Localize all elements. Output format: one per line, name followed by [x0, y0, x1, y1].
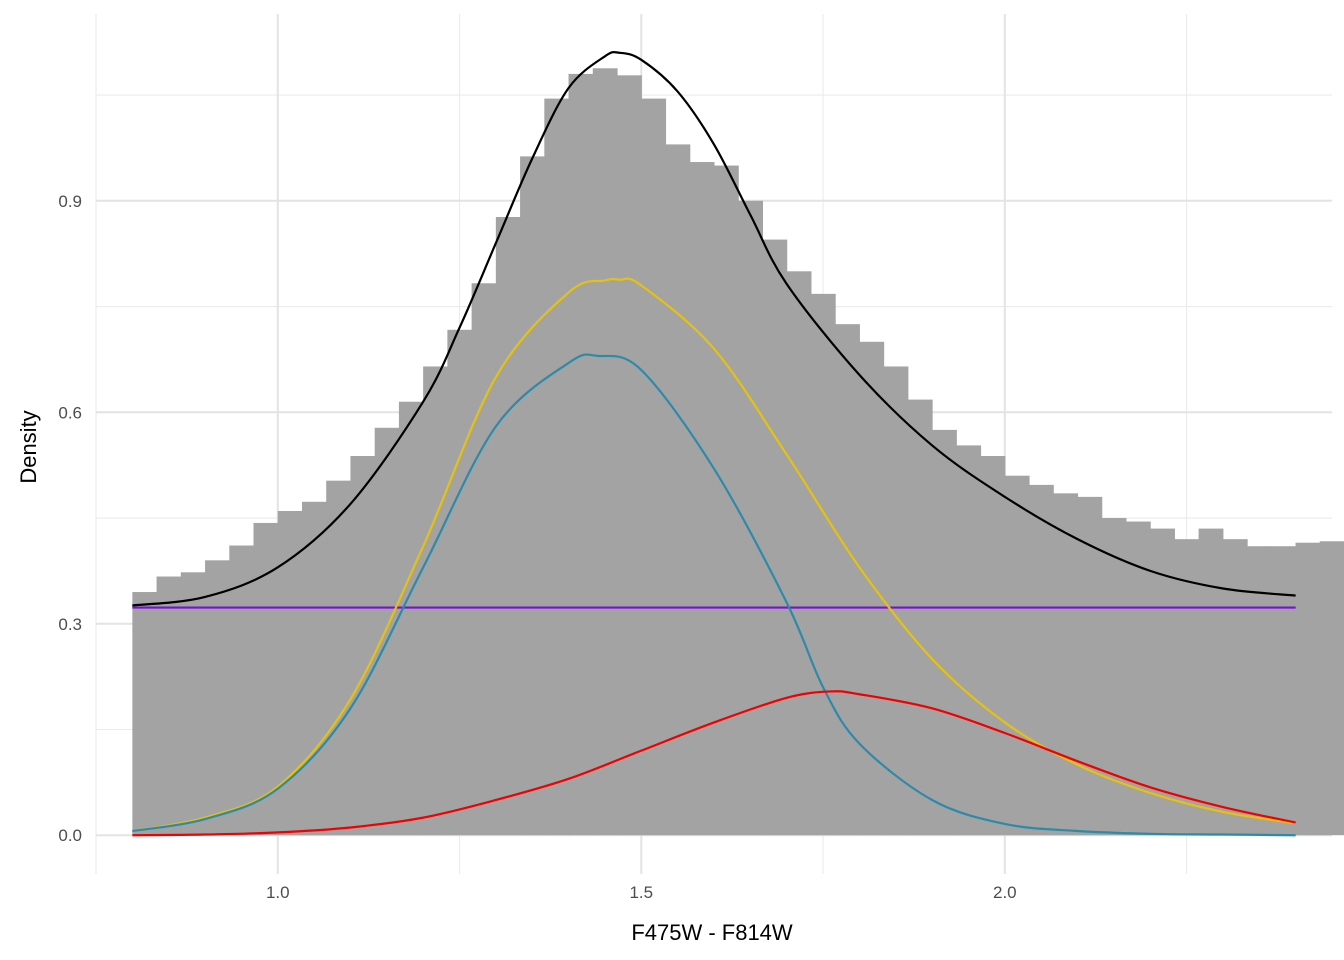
- histogram-bar-32: [907, 399, 933, 836]
- histogram-bar-34: [956, 445, 982, 836]
- x-tick-label-2: 2.0: [993, 883, 1017, 902]
- histogram-bar-8: [326, 480, 352, 836]
- histogram-bar-23: [689, 162, 715, 836]
- histogram-bar-3: [205, 560, 230, 836]
- y-tick-label-0: 0.0: [58, 826, 82, 845]
- histogram-bar-14: [471, 283, 497, 836]
- histogram-bar-43: [1174, 539, 1200, 836]
- histogram-bar-39: [1077, 496, 1103, 836]
- y-tick-label-3: 0.9: [58, 192, 82, 211]
- histogram-bar-45: [1222, 539, 1248, 836]
- histogram-bar-15: [495, 217, 521, 836]
- histogram-bar-27: [786, 271, 812, 836]
- x-axis-tick-labels: 1.0 1.5 2.0: [266, 883, 1017, 902]
- histogram-bar-21: [641, 98, 667, 836]
- histogram-bar-16: [520, 156, 545, 836]
- histogram-bar-7: [301, 501, 327, 836]
- y-tick-label-2: 0.6: [58, 403, 82, 422]
- density-curves: [132, 50, 1296, 837]
- histogram-bar-28: [810, 293, 836, 836]
- histogram-bar-37: [1028, 484, 1054, 836]
- histogram-bar-11: [398, 401, 424, 836]
- histogram-bar-48: [1295, 542, 1321, 836]
- histogram-bar-36: [1004, 475, 1030, 836]
- histogram-bar-49: [1319, 541, 1344, 836]
- x-tick-label-1: 1.5: [629, 883, 653, 902]
- histogram-bar-4: [229, 545, 255, 836]
- histogram-bar-42: [1150, 528, 1175, 836]
- histogram-bar-44: [1198, 528, 1224, 836]
- histogram-bar-2: [180, 572, 206, 836]
- histogram-bar-20: [617, 75, 642, 836]
- histogram-bar-38: [1053, 493, 1079, 836]
- histogram-bar-18: [568, 73, 594, 836]
- histogram-bar-19: [592, 68, 618, 836]
- histogram-bar-40: [1101, 518, 1127, 836]
- density-curve-3: [132, 353, 1296, 837]
- histogram-bars: [132, 68, 1344, 836]
- histogram-bar-33: [932, 429, 957, 836]
- histogram-bar-12: [423, 366, 448, 836]
- histogram-bar-17: [544, 98, 570, 836]
- histogram-bar-1: [156, 576, 182, 836]
- histogram-bar-47: [1271, 546, 1297, 836]
- y-axis-title: Density: [16, 410, 41, 483]
- density-curve-4: [132, 690, 1296, 837]
- x-tick-label-0: 1.0: [266, 883, 290, 902]
- histogram-bar-30: [859, 341, 885, 836]
- histogram-bar-35: [980, 455, 1006, 836]
- x-axis-title: F475W - F814W: [631, 920, 793, 945]
- histogram-bar-9: [350, 455, 376, 836]
- histogram-bar-0: [132, 592, 158, 836]
- histogram-bar-31: [883, 366, 909, 836]
- histogram-bar-10: [374, 427, 400, 836]
- histogram-bar-26: [762, 239, 788, 836]
- histogram-bar-22: [665, 144, 691, 836]
- histogram-bar-29: [835, 324, 860, 836]
- density-curve-0: [132, 50, 1296, 607]
- histogram-bar-46: [1247, 546, 1272, 836]
- y-axis-tick-labels: 0.0 0.3 0.6 0.9: [58, 192, 82, 845]
- y-tick-label-1: 0.3: [58, 615, 82, 634]
- histogram-bar-13: [447, 329, 473, 836]
- histogram-bar-24: [713, 165, 739, 836]
